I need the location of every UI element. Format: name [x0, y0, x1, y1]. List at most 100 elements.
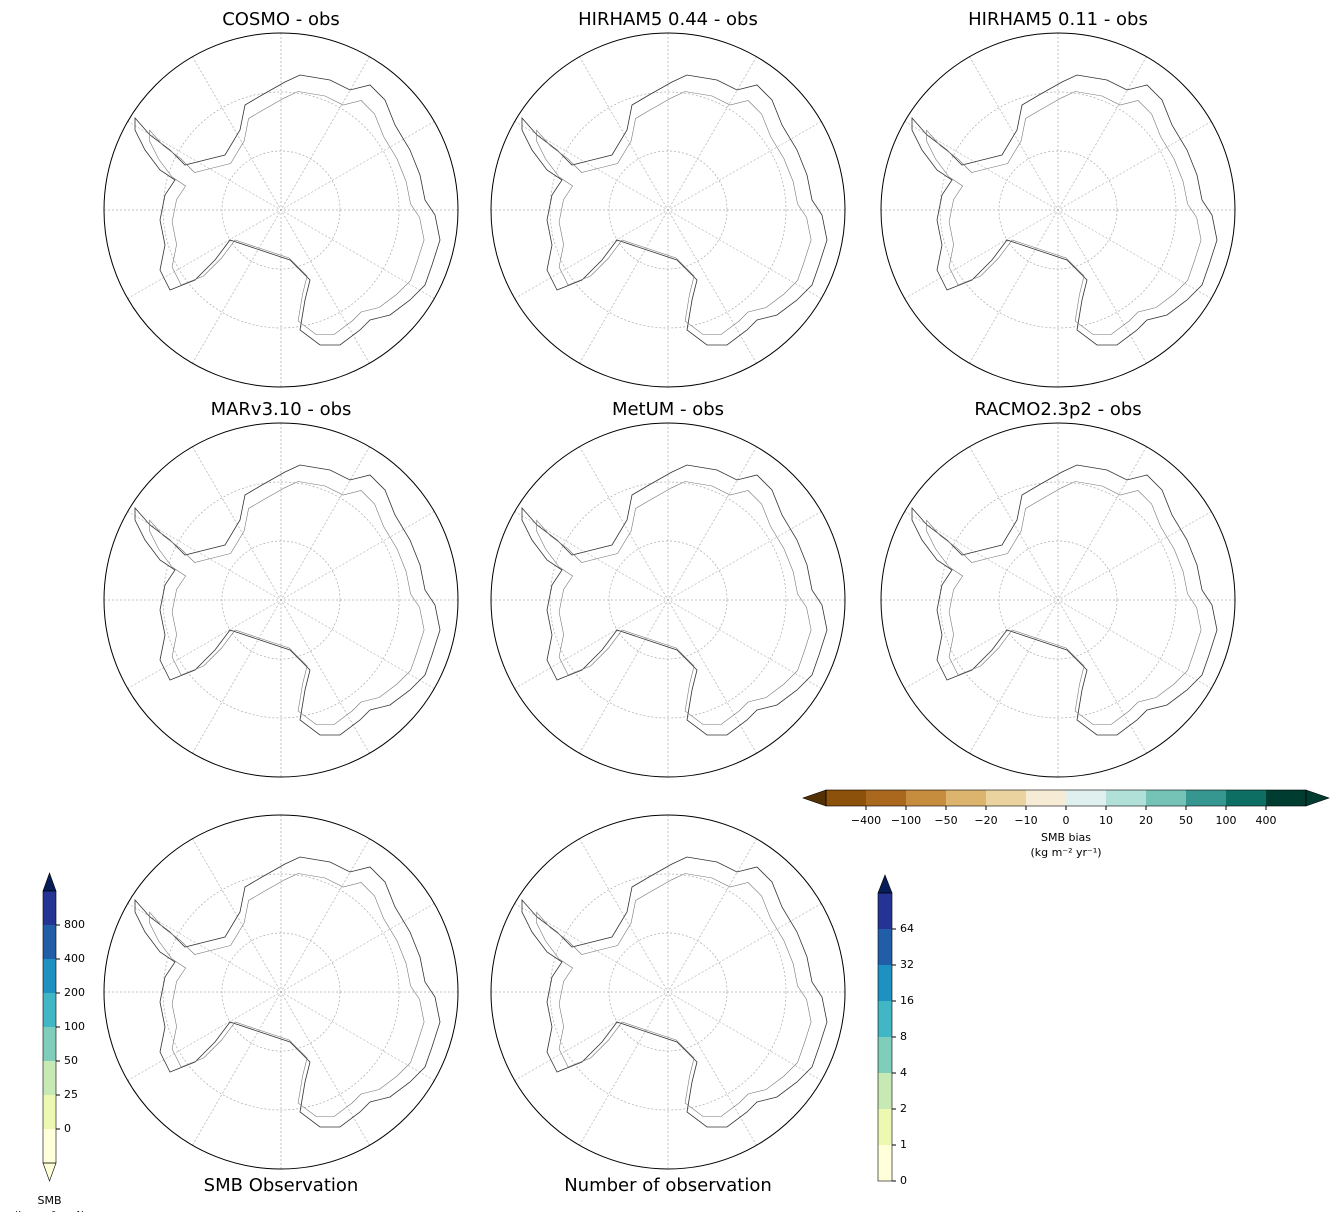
- colorbar-box: [866, 790, 906, 806]
- map-panel: [490, 32, 846, 388]
- coastline: [134, 74, 441, 346]
- colorbar-box: [878, 1109, 892, 1145]
- colorbar-extend: [877, 874, 893, 894]
- colorbar-box: [43, 925, 56, 959]
- tick-label: 64: [900, 922, 914, 935]
- colorbar-box: [878, 893, 892, 929]
- colorbar-box: [1226, 790, 1266, 806]
- tick-label: −20: [974, 814, 997, 827]
- colorbar-box: [43, 1061, 56, 1095]
- colorbar-box: [43, 959, 56, 993]
- panel-title: RACMO2.3p2 - obs: [974, 399, 1141, 420]
- colorbar-label: SMB bias: [1041, 831, 1091, 844]
- tick-label: 2: [900, 1102, 907, 1115]
- graticule: [127, 903, 435, 1081]
- graticule: [127, 121, 435, 299]
- elevation-contour: [536, 481, 812, 725]
- map-panel: [490, 814, 846, 1170]
- graticule: [939, 91, 1177, 329]
- graticule: [549, 481, 787, 719]
- tick-label: 100: [1216, 814, 1237, 827]
- elevation-contour: [926, 91, 1202, 335]
- map-panel: [880, 32, 1236, 388]
- colorbar-label: SMB: [37, 1194, 61, 1207]
- graticule: [549, 91, 787, 329]
- colorbar-box: [1266, 790, 1306, 806]
- colorbar-box: [878, 1145, 892, 1181]
- graticule: [514, 121, 822, 299]
- tick-label: 400: [1256, 814, 1277, 827]
- tick-label: −100: [891, 814, 921, 827]
- elevation-contour: [926, 481, 1202, 725]
- tick-label: 0: [900, 1174, 907, 1187]
- tick-label: 50: [1179, 814, 1193, 827]
- colorbar-box: [906, 790, 946, 806]
- map-panel: [103, 422, 459, 778]
- colorbar-box: [878, 929, 892, 965]
- colorbar-box: [43, 891, 56, 925]
- map-panel: [880, 422, 1236, 778]
- colorbar-box: [878, 1037, 892, 1073]
- tick-label: 800: [64, 918, 85, 931]
- tick-label: 4: [900, 1066, 907, 1079]
- coastline: [911, 464, 1218, 736]
- panel-title: Number of observation: [564, 1175, 772, 1196]
- panel-title: HIRHAM5 0.11 - obs: [968, 9, 1148, 30]
- colorbar-box: [878, 1073, 892, 1109]
- map-boundary: [103, 32, 459, 388]
- colorbar-box: [986, 790, 1026, 806]
- map-boundary: [880, 422, 1236, 778]
- colorbar-box: [946, 790, 986, 806]
- colorbar-box: [1186, 790, 1226, 806]
- elevation-contour: [149, 873, 425, 1117]
- tick-label: 50: [64, 1054, 78, 1067]
- graticule: [549, 873, 787, 1111]
- coastline: [134, 464, 441, 736]
- colorbar-box: [43, 993, 56, 1027]
- colorbar-units: (kg m⁻² yr⁻¹): [1030, 846, 1101, 859]
- tick-label: 32: [900, 958, 914, 971]
- colorbar-extend: [42, 872, 57, 892]
- tick-label: 20: [1139, 814, 1153, 827]
- tick-label: 100: [64, 1020, 85, 1033]
- graticule: [127, 511, 435, 689]
- map-boundary: [490, 814, 846, 1170]
- graticule: [162, 481, 400, 719]
- elevation-contour: [536, 91, 812, 335]
- coastline: [911, 74, 1218, 346]
- map-panel: [103, 32, 459, 388]
- coastline: [521, 74, 828, 346]
- graticule: [514, 903, 822, 1081]
- elevation-contour: [149, 91, 425, 335]
- map-boundary: [880, 32, 1236, 388]
- map-boundary: [103, 422, 459, 778]
- map-panel: [103, 814, 459, 1170]
- tick-label: 200: [64, 986, 85, 999]
- graticule: [162, 873, 400, 1111]
- tick-label: 10: [1099, 814, 1113, 827]
- coastline: [134, 856, 441, 1128]
- graticule: [514, 511, 822, 689]
- graticule: [904, 121, 1212, 299]
- colorbar-extend: [1305, 789, 1330, 807]
- graticule: [162, 91, 400, 329]
- colorbar-box: [43, 1095, 56, 1129]
- panel-title: MARv3.10 - obs: [211, 399, 352, 420]
- colorbar-box: [43, 1027, 56, 1061]
- colorbar-box: [1106, 790, 1146, 806]
- colorbar-box: [43, 1129, 56, 1163]
- tick-label: −50: [934, 814, 957, 827]
- tick-label: 25: [64, 1088, 78, 1101]
- colorbar-box: [878, 1001, 892, 1037]
- elevation-contour: [149, 481, 425, 725]
- tick-label: 400: [64, 952, 85, 965]
- panel-title: SMB Observation: [204, 1175, 359, 1196]
- colorbar-box: [1066, 790, 1106, 806]
- colorbar-box: [826, 790, 866, 806]
- tick-label: 0: [1063, 814, 1070, 827]
- tick-label: 16: [900, 994, 914, 1007]
- elevation-contour: [536, 873, 812, 1117]
- colorbar-box: [878, 965, 892, 1001]
- tick-label: −10: [1014, 814, 1037, 827]
